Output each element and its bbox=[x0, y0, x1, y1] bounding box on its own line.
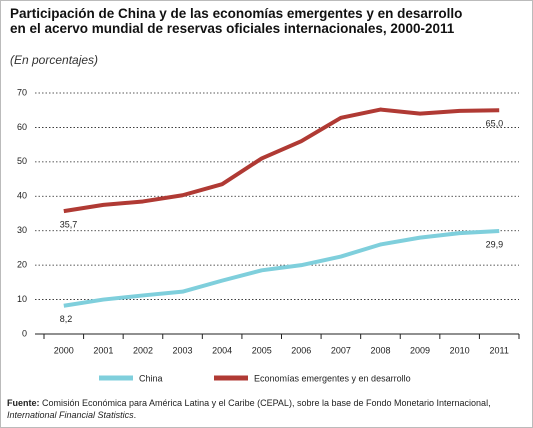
data-label: 8,2 bbox=[60, 314, 73, 324]
line-series bbox=[63, 229, 500, 308]
data-label: 35,7 bbox=[60, 219, 78, 229]
legend-label: China bbox=[139, 373, 163, 383]
line-series bbox=[63, 107, 500, 214]
y-tick-label: 40 bbox=[17, 191, 27, 201]
x-tick-label: 2005 bbox=[252, 345, 272, 355]
x-tick-label: 2008 bbox=[370, 345, 390, 355]
chart-subtitle: (En porcentajes) bbox=[10, 53, 99, 67]
y-tick-label: 30 bbox=[17, 225, 27, 235]
source-note: Fuente: Comisión Económica para América … bbox=[7, 397, 527, 421]
y-tick-label: 60 bbox=[17, 122, 27, 132]
source-label: Fuente: bbox=[7, 398, 40, 408]
source-end: . bbox=[133, 410, 137, 420]
x-tick-label: 2000 bbox=[54, 345, 74, 355]
x-tick-label: 2007 bbox=[331, 345, 351, 355]
x-tick-label: 2011 bbox=[490, 345, 509, 355]
x-tick-label: 2010 bbox=[450, 345, 470, 355]
source-publication: International Financial Statistics bbox=[7, 410, 134, 420]
y-tick-label: 20 bbox=[17, 260, 27, 270]
x-tick-label: 2006 bbox=[291, 345, 311, 355]
data-label: 29,9 bbox=[486, 239, 504, 249]
chart-title: Participación de China y de las economía… bbox=[10, 6, 463, 36]
x-tick-label: 2002 bbox=[133, 345, 153, 355]
source-text: Comisión Económica para América Latina y… bbox=[39, 398, 491, 408]
data-label: 65,0 bbox=[486, 119, 504, 129]
y-tick-label: 50 bbox=[17, 156, 27, 166]
y-tick-label: 10 bbox=[17, 294, 27, 304]
y-tick-label: 70 bbox=[17, 87, 27, 97]
x-tick-label: 2001 bbox=[93, 345, 113, 355]
x-tick-label: 2004 bbox=[212, 345, 232, 355]
legend-label: Economías emergentes y en desarrollo bbox=[254, 373, 411, 383]
x-tick-label: 2009 bbox=[410, 345, 430, 355]
y-tick-label: 0 bbox=[22, 328, 27, 338]
x-tick-label: 2003 bbox=[173, 345, 193, 355]
